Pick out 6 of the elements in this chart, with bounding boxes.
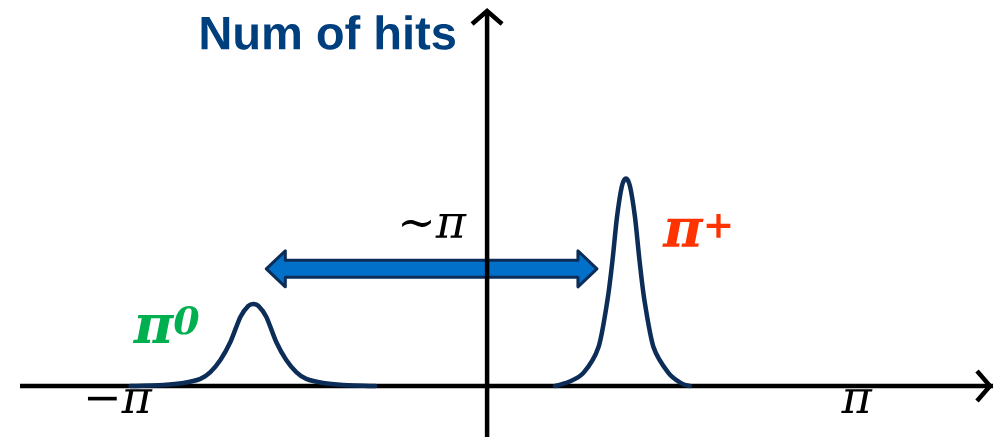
y-axis-title: Num of hits [201, 15, 455, 50]
annotation: ~π [402, 213, 467, 238]
series-label: π$^{+}$ [662, 214, 731, 247]
x-tick-label: π [841, 389, 873, 414]
x-tick-label: −π [87, 389, 153, 414]
series-label: π$^{0}$ [132, 305, 199, 344]
